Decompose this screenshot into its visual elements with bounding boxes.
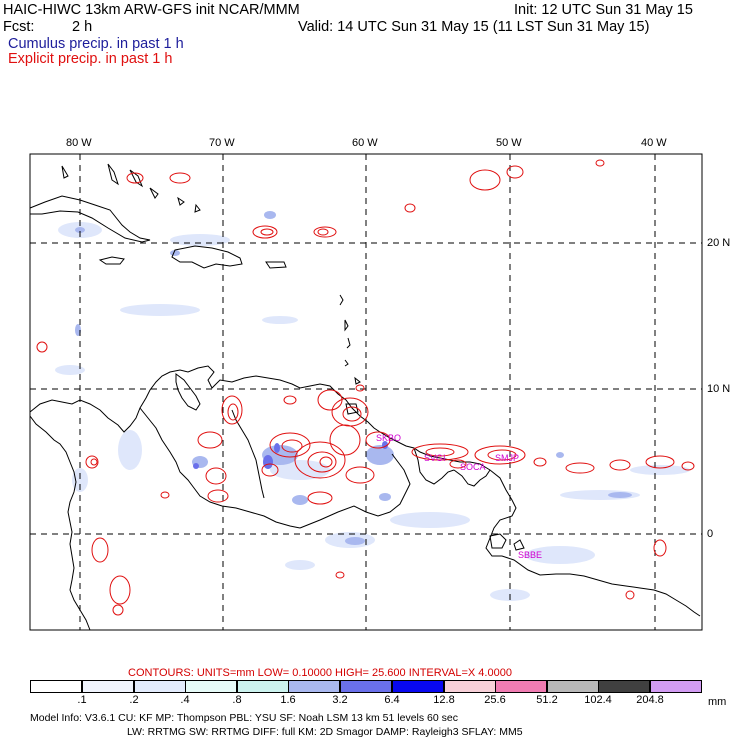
header-title: HAIC-HIWC 13km ARW-GFS init NCAR/MMM	[3, 2, 300, 18]
colorbar-tick-2: .4	[180, 694, 190, 706]
station-label-sbbe: SBBE	[518, 550, 543, 560]
lat-label-0: 0	[707, 528, 714, 540]
colorbar-tick-10: 102.4	[584, 694, 612, 706]
colorbar-tick-11: 204.8	[636, 694, 664, 706]
explicit-precip-contours	[36, 159, 695, 616]
cumulus-precip-heavy	[193, 441, 388, 469]
colorbar-tick-3: .8	[232, 694, 242, 706]
lat-label-20n: 20 N	[707, 237, 731, 249]
colorbar-swatch-7	[392, 680, 444, 693]
fcst-label: Fcst:	[3, 19, 35, 35]
colorbar-swatch-9	[495, 680, 547, 693]
colorbar-swatch-12	[650, 680, 702, 693]
colorbar-tick-4: 1.6	[280, 694, 296, 706]
colorbar-swatch-0	[30, 680, 82, 693]
station-label-svgi: SVGI	[424, 453, 446, 463]
lat-label-10n: 10 N	[707, 383, 731, 395]
colorbar-swatch-6	[340, 680, 392, 693]
lon-label-80w: 80 W	[66, 137, 92, 149]
colorbar	[30, 680, 702, 693]
contour-info: CONTOURS: UNITS=mm LOW= 0.10000 HIGH= 25…	[128, 667, 512, 679]
colorbar-swatch-3	[185, 680, 237, 693]
colorbar-swatch-4	[237, 680, 289, 693]
colorbar-swatch-5	[288, 680, 340, 693]
colorbar-tick-6: 6.4	[384, 694, 400, 706]
colorbar-swatch-2	[134, 680, 186, 693]
colorbar-tick-5: 3.2	[332, 694, 348, 706]
model-info-line2: LW: RRTMG SW: RRTMG DIFF: full KM: 2D Sm…	[127, 726, 523, 738]
lon-label-40w: 40 W	[641, 137, 667, 149]
colorbar-tick-8: 25.6	[484, 694, 506, 706]
init-time: Init: 12 UTC Sun 31 May 15	[514, 2, 693, 18]
colorbar-tick-7: 12.8	[433, 694, 455, 706]
colorbar-swatch-11	[598, 680, 650, 693]
lat-lon-grid	[30, 154, 702, 630]
colorbar-tick-0: .1	[77, 694, 87, 706]
lon-label-70w: 70 W	[209, 137, 235, 149]
fcst-value: 2 h	[72, 19, 93, 35]
colorbar-swatch-8	[444, 680, 496, 693]
lon-label-50w: 50 W	[496, 137, 522, 149]
model-info-line1: Model Info: V3.6.1 CU: KF MP: Thompson P…	[30, 712, 458, 724]
coastlines	[29, 163, 701, 631]
colorbar-units: mm	[708, 696, 727, 708]
colorbar-tick-1: .2	[129, 694, 139, 706]
colorbar-swatch-10	[547, 680, 599, 693]
valid-time: Valid: 14 UTC Sun 31 May 15 (11 LST Sun …	[298, 19, 650, 35]
colorbar-swatch-1	[82, 680, 134, 693]
explicit-legend: Explicit precip. in past 1 h	[8, 51, 173, 67]
station-label-smjp: SMJP	[495, 453, 520, 463]
station-label-soca: SOCA	[460, 462, 486, 472]
lon-label-60w: 60 W	[352, 137, 378, 149]
station-label-skbo: SKBO	[376, 433, 402, 443]
cumulus-legend: Cumulus precip. in past 1 h	[8, 36, 184, 52]
colorbar-tick-9: 51.2	[536, 694, 558, 706]
